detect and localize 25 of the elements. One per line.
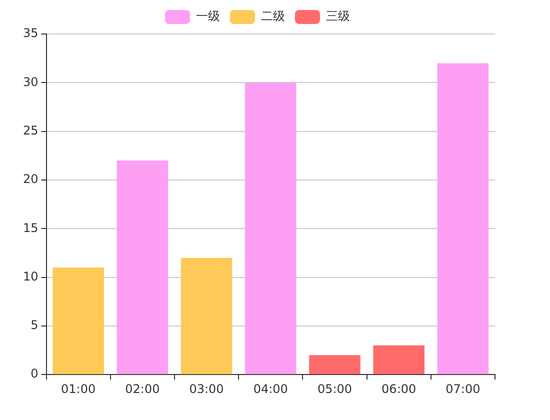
y-tick-label: 20 xyxy=(22,172,38,186)
x-tick-label: 05:00 xyxy=(317,382,352,396)
bar xyxy=(180,258,232,374)
bar xyxy=(244,82,296,374)
bar xyxy=(437,63,489,374)
y-tick-label: 25 xyxy=(22,123,38,138)
x-tick-label: 01:00 xyxy=(61,382,96,396)
x-tick-label: 02:00 xyxy=(125,382,160,396)
x-tick-label: 07:00 xyxy=(446,382,480,396)
legend-label: 二级 xyxy=(261,9,285,24)
y-tick-label: 10 xyxy=(22,269,38,284)
bar xyxy=(373,345,424,374)
y-tick-label: 0 xyxy=(30,366,38,381)
y-tick-label: 35 xyxy=(22,26,38,40)
x-tick-label: 03:00 xyxy=(189,382,224,396)
x-tick-label: 04:00 xyxy=(253,382,288,396)
bar xyxy=(116,160,168,374)
y-tick-label: 15 xyxy=(22,220,38,235)
bar xyxy=(309,355,360,374)
x-tick-label: 06:00 xyxy=(382,382,416,396)
y-tick-label: 5 xyxy=(30,318,38,332)
y-tick-label: 30 xyxy=(22,74,38,89)
legend-label: 一级 xyxy=(196,9,220,24)
legend-label: 三级 xyxy=(326,9,350,24)
bar xyxy=(52,268,104,374)
